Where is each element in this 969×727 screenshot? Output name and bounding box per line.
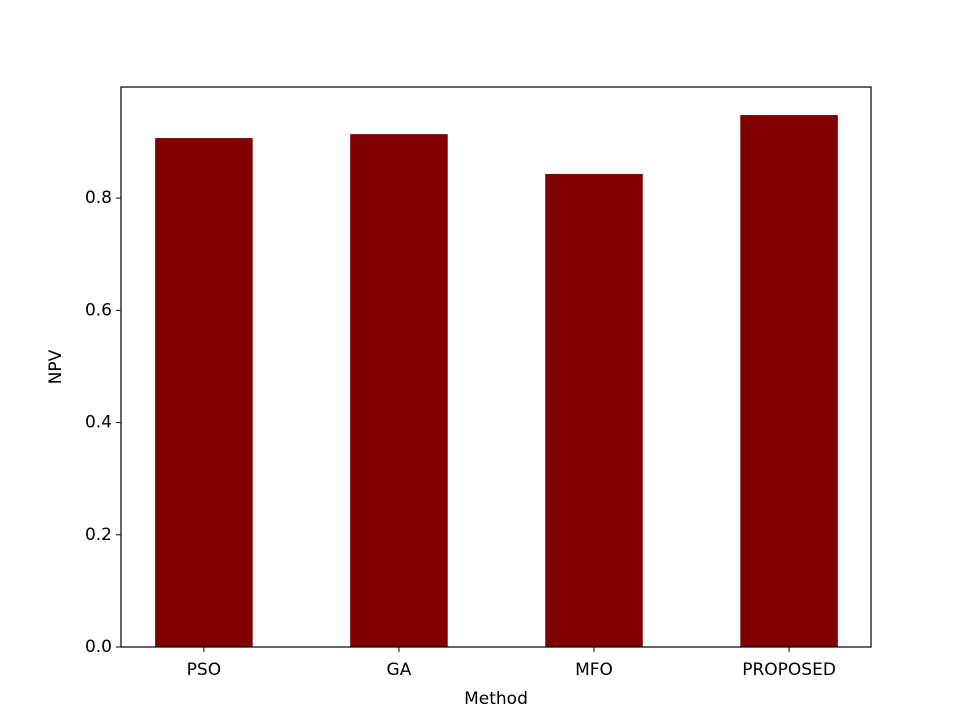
y-tick-label: 0.8 [85,188,112,208]
bar [155,138,253,647]
y-tick-label: 0.2 [85,525,112,545]
x-tick-label: PSO [187,660,221,680]
x-axis-label: Method [464,689,528,709]
x-tick-label: MFO [575,660,613,680]
bar [350,134,448,647]
y-tick-label: 0.6 [85,300,112,320]
y-tick-label: 0.0 [85,637,112,657]
y-axis-label: NPV [46,349,66,384]
plot-frame [120,86,872,648]
y-tick-label: 0.4 [85,413,112,433]
bar [740,115,838,648]
x-tick-label: PROPOSED [742,660,836,680]
bar [545,173,643,648]
x-tick-label: GA [387,660,412,680]
